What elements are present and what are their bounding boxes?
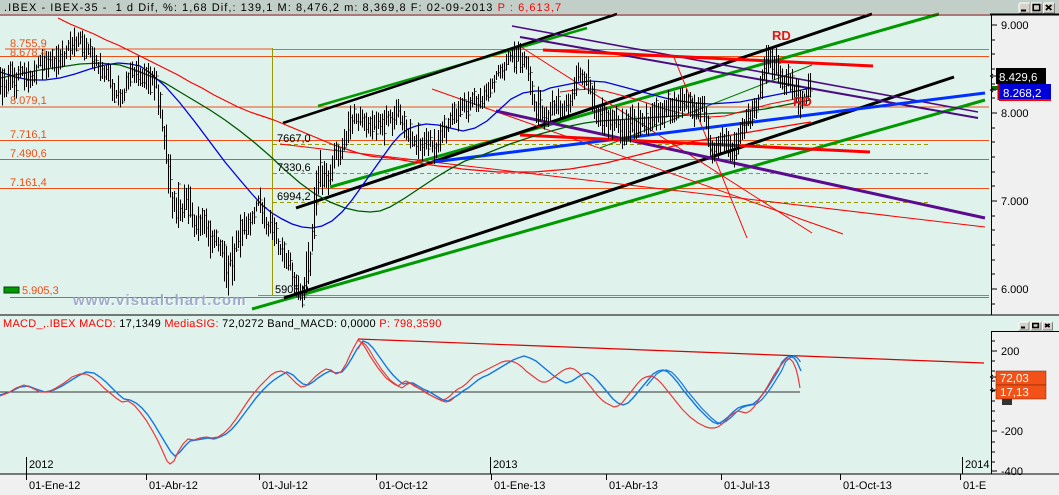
svg-text:01-Abr-13: 01-Abr-13 — [609, 480, 658, 492]
svg-text:8.755,9: 8.755,9 — [10, 38, 47, 50]
svg-text:8.268,2: 8.268,2 — [1003, 88, 1041, 100]
svg-text:01-Jul-13: 01-Jul-13 — [724, 480, 770, 492]
svg-text:6.000: 6.000 — [1001, 284, 1029, 296]
svg-text:RD: RD — [772, 28, 791, 43]
svg-text:www.visualchart.com: www.visualchart.com — [72, 292, 247, 309]
svg-text:2012: 2012 — [29, 459, 53, 471]
svg-text:01-Oct-13: 01-Oct-13 — [843, 480, 892, 492]
svg-text:7.000: 7.000 — [1001, 196, 1029, 208]
svg-text:5905,9: 5905,9 — [275, 284, 309, 296]
svg-text:8.000: 8.000 — [1001, 108, 1029, 120]
svg-text:01-E: 01-E — [963, 480, 986, 492]
svg-text:7.490,6: 7.490,6 — [10, 148, 47, 160]
svg-text:7.716,1: 7.716,1 — [10, 129, 47, 141]
svg-text:17,13: 17,13 — [1000, 387, 1029, 399]
svg-text:MACD_,.IBEX MACD: 17,1349 Medi: MACD_,.IBEX MACD: 17,1349 MediaSIG: 72,0… — [3, 318, 442, 330]
svg-text:01-Ene-13: 01-Ene-13 — [494, 480, 545, 492]
svg-text:9.000: 9.000 — [1001, 20, 1029, 32]
svg-text:-200: -200 — [1001, 426, 1023, 438]
svg-text:8.079,1: 8.079,1 — [10, 95, 47, 107]
svg-text:7.161,4: 7.161,4 — [10, 177, 47, 189]
svg-text:01-Abr-12: 01-Abr-12 — [149, 480, 198, 492]
svg-text:RD: RD — [793, 94, 812, 109]
svg-text:7667,0: 7667,0 — [277, 133, 311, 145]
svg-text:8.429,6: 8.429,6 — [999, 72, 1037, 84]
svg-text:5.905,3: 5.905,3 — [22, 285, 59, 297]
svg-text:7330,6: 7330,6 — [277, 162, 311, 174]
svg-text:-400: -400 — [1001, 466, 1023, 478]
svg-text:01-Jul-12: 01-Jul-12 — [262, 480, 308, 492]
svg-text:200: 200 — [1001, 346, 1019, 358]
svg-text:01-Ene-12: 01-Ene-12 — [29, 480, 80, 492]
svg-text:2013: 2013 — [493, 459, 517, 471]
svg-text:2014: 2014 — [965, 459, 989, 471]
svg-text:72,03: 72,03 — [1000, 373, 1029, 385]
svg-text:.IBEX - IBEX-35 - 1 d Dif, %:: .IBEX - IBEX-35 - 1 d Dif, %: 1,68 Dif,:… — [4, 2, 562, 14]
svg-text:6994,2: 6994,2 — [277, 191, 311, 203]
svg-text:01-Oct-12: 01-Oct-12 — [379, 480, 428, 492]
svg-text:8.678,4: 8.678,4 — [10, 47, 47, 59]
